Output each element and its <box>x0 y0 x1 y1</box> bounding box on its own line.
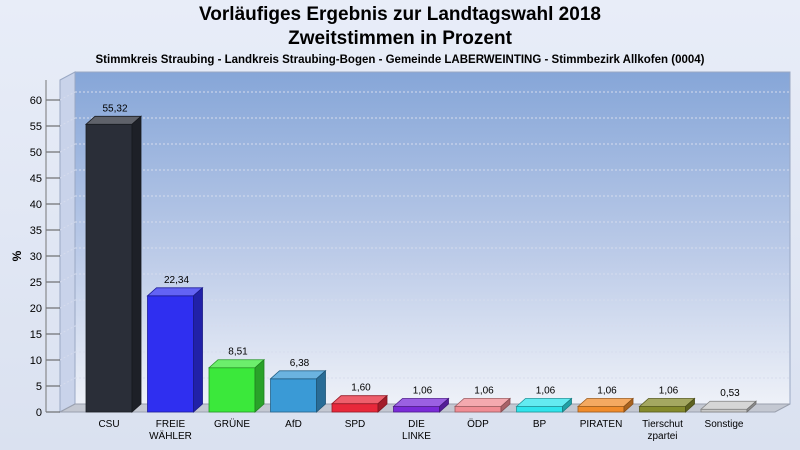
bar-side <box>685 397 695 413</box>
bar-side <box>500 397 511 413</box>
bar-side <box>746 400 757 413</box>
gridline-side <box>59 221 76 231</box>
data-label: 1,06 <box>659 385 679 396</box>
y-tick-label: 15 <box>30 329 42 341</box>
x-tick-label: LINKE <box>402 431 431 442</box>
bar-side <box>439 397 449 413</box>
bar <box>331 403 379 413</box>
bar <box>147 295 194 413</box>
gridline-side <box>59 247 76 257</box>
y-tick-label: 30 <box>30 251 42 263</box>
y-tick-label: 50 <box>30 147 42 159</box>
y-tick-label: 25 <box>30 277 42 289</box>
y-tick-label: 40 <box>30 199 42 211</box>
gridline-side <box>59 273 76 283</box>
y-tick-label: 5 <box>36 381 42 393</box>
y-tick-label: 55 <box>30 121 42 133</box>
data-label: 55,32 <box>102 103 127 114</box>
bar-side <box>193 286 203 413</box>
x-tick-label: DIE <box>408 419 425 430</box>
x-tick-label: WÄHLER <box>149 430 192 442</box>
data-label: 1,06 <box>474 385 494 396</box>
chart-side-wall <box>59 71 76 413</box>
x-tick-label: SPD <box>345 419 366 430</box>
bar <box>639 406 686 413</box>
bar-side <box>254 358 265 413</box>
bar <box>85 123 133 413</box>
gridline-side <box>59 351 76 361</box>
data-label: 6,38 <box>290 358 310 369</box>
gridline-side <box>59 91 76 101</box>
y-axis-label: % <box>10 250 24 261</box>
bar <box>454 406 502 413</box>
x-tick-label: ÖDP <box>467 418 489 430</box>
y-tick-label: 60 <box>30 95 42 107</box>
bar-side <box>377 394 388 413</box>
bar-side <box>623 397 634 413</box>
bar <box>577 406 625 413</box>
y-tick-label: 35 <box>30 225 42 237</box>
data-label: 1,06 <box>413 385 433 396</box>
data-label: 1,60 <box>351 383 371 394</box>
chart-title: Vorläufiges Ergebnis zur Landtagswahl 20… <box>199 4 601 25</box>
gridline-side <box>59 169 76 179</box>
bar <box>393 406 440 413</box>
data-label: 1,06 <box>536 385 556 396</box>
gridline-side <box>59 143 76 153</box>
bar <box>516 406 563 413</box>
y-tick-label: 45 <box>30 173 42 185</box>
chart-location-subtitle: Stimmkreis Straubing - Landkreis Straubi… <box>95 54 705 66</box>
y-tick-label: 20 <box>30 303 42 315</box>
x-tick-label: CSU <box>98 419 119 430</box>
x-tick-label: Tierschut <box>642 419 683 430</box>
bar <box>270 378 317 413</box>
x-tick-label: FREIE <box>156 419 186 430</box>
bar <box>208 367 256 413</box>
bar-side <box>562 397 572 413</box>
x-tick-label: BP <box>533 419 547 430</box>
gridline-side <box>59 377 76 387</box>
x-tick-label: GRÜNE <box>214 418 250 430</box>
bar <box>700 408 748 413</box>
bar-side <box>316 369 326 413</box>
x-tick-label: PIRATEN <box>580 419 623 430</box>
gridline-side <box>59 299 76 309</box>
data-label: 22,34 <box>164 275 189 286</box>
gridline-side <box>59 325 76 335</box>
data-label: 8,51 <box>228 347 248 358</box>
x-tick-label: AfD <box>285 419 302 430</box>
data-label: 0,53 <box>720 388 740 399</box>
x-tick-label: zpartei <box>647 431 677 442</box>
bar-side <box>131 115 142 413</box>
y-tick-label: 0 <box>36 407 42 419</box>
gridline-side <box>59 117 76 127</box>
x-tick-label: Sonstige <box>705 419 744 430</box>
gridline-side <box>59 195 76 205</box>
chart-subtitle: Zweitstimmen in Prozent <box>288 28 512 49</box>
y-tick-label: 10 <box>30 355 42 367</box>
data-label: 1,06 <box>597 385 617 396</box>
